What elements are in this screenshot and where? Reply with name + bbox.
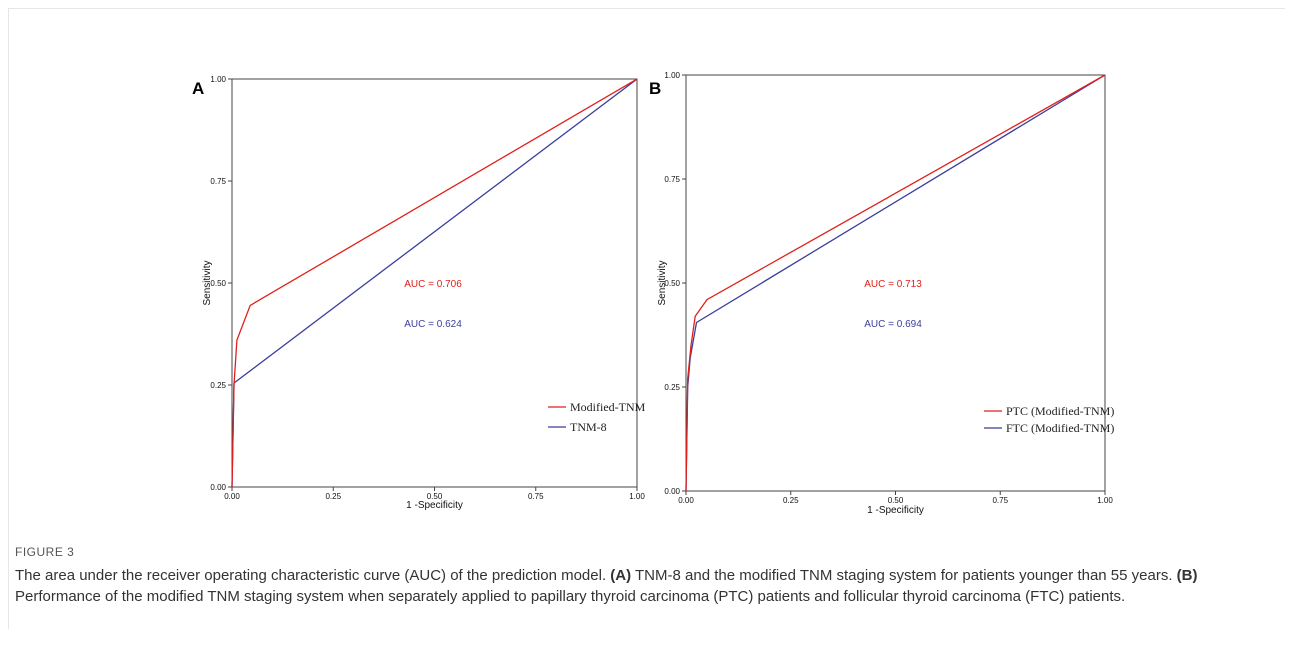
auc-label: AUC = 0.694: [864, 319, 922, 330]
y-tick-label: 1.00: [210, 75, 226, 84]
y-tick-label: 0.50: [664, 279, 680, 288]
x-tick-label: 1.00: [1097, 496, 1113, 505]
legend-label: TNM-8: [570, 420, 607, 434]
x-tick-label: 0.50: [427, 492, 443, 501]
figure-caption: FIGURE 3 The area under the receiver ope…: [15, 545, 1265, 607]
y-tick-label: 0.75: [664, 175, 680, 184]
y-tick-label: 0.75: [210, 177, 226, 186]
y-tick-label: 0.50: [210, 279, 226, 288]
figure-label: FIGURE 3: [15, 545, 75, 559]
figure-frame: [8, 8, 1285, 629]
legend-label: FTC (Modified-TNM): [1006, 421, 1114, 435]
panel-b-label: B: [649, 79, 662, 98]
panel-a-label: A: [192, 79, 205, 98]
x-axis-title: 1 -Specificity: [867, 505, 924, 516]
caption-segment: Performance of the modified TNM staging …: [15, 588, 1126, 605]
y-tick-label: 0.00: [210, 483, 226, 492]
y-tick-label: 0.00: [664, 487, 680, 496]
x-tick-label: 1.00: [629, 492, 645, 501]
caption-text: The area under the receiver operating ch…: [15, 565, 1265, 607]
caption-panel-ref: (A): [610, 567, 632, 584]
legend-label: Modified-TNM: [570, 400, 646, 414]
y-tick-label: 0.25: [210, 381, 226, 390]
auc-label: AUC = 0.713: [864, 279, 922, 290]
x-tick-label: 0.75: [528, 492, 544, 501]
y-axis-title: Sensitivity: [657, 260, 668, 305]
y-tick-label: 0.25: [664, 383, 680, 392]
x-tick-label: 0.75: [992, 496, 1008, 505]
roc-curve-first: [231, 78, 638, 488]
caption-segment: The area under the receiver operating ch…: [15, 567, 611, 584]
x-tick-label: 0.50: [888, 496, 904, 505]
x-tick-label: 0.00: [678, 496, 694, 505]
y-tick-label: 1.00: [664, 71, 680, 80]
x-tick-label: 0.25: [325, 492, 341, 501]
roc-curve-first: [685, 74, 1106, 492]
auc-label: AUC = 0.706: [404, 279, 462, 290]
x-axis-title: 1 -Specificity: [406, 500, 463, 511]
caption-segment: TNM-8 and the modified TNM staging syste…: [631, 567, 1177, 584]
x-tick-label: 0.25: [783, 496, 799, 505]
x-tick-label: 0.00: [224, 492, 240, 501]
y-axis-title: Sensitivity: [202, 260, 213, 305]
legend-label: PTC (Modified-TNM): [1006, 404, 1114, 418]
caption-panel-ref: (B): [1176, 567, 1198, 584]
auc-label: AUC = 0.624: [404, 319, 462, 330]
